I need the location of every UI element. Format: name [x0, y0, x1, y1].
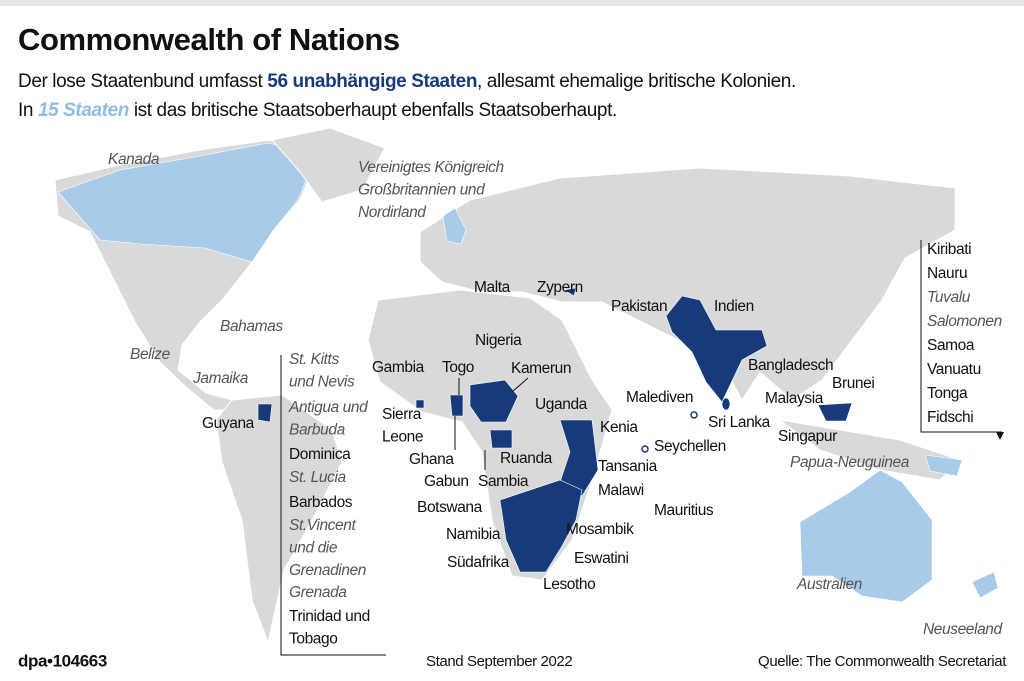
- member-label: Eswatini: [574, 550, 629, 567]
- member-label: Südafrika: [447, 554, 510, 571]
- realm-label: und die: [289, 540, 338, 557]
- text: Der lose Staatenbund umfasst: [18, 71, 267, 92]
- member-label: Kamerun: [511, 360, 571, 377]
- member-label: Lesotho: [543, 576, 595, 593]
- realm-label: Papua-Neuguinea: [790, 454, 910, 471]
- member-label: Uganda: [535, 396, 588, 413]
- member-label: Kiribati: [927, 241, 971, 258]
- realm-label: Tuvalu: [927, 289, 971, 306]
- member-label: Leone: [382, 429, 423, 446]
- realm-label: Grenadinen: [289, 562, 366, 579]
- member-label: Sri Lanka: [708, 414, 771, 431]
- realm-label: Kanada: [108, 151, 160, 168]
- realm-label: Neuseeland: [923, 621, 1004, 638]
- member-label: Ghana: [409, 451, 454, 468]
- member-label: Seychellen: [654, 438, 726, 455]
- agency-code: dpa•104663: [18, 651, 107, 670]
- member-label: Namibia: [446, 526, 501, 543]
- member-label: Nigeria: [475, 332, 522, 349]
- realm-label: Australien: [796, 576, 862, 593]
- member-label: Malaysia: [765, 390, 824, 407]
- realm-label: St. Lucia: [289, 469, 346, 486]
- member-label: Tansania: [598, 458, 658, 475]
- realm-label: St. Kitts: [289, 351, 339, 368]
- member-label: Ruanda: [500, 450, 553, 467]
- realm-label: Großbritannien und: [358, 182, 486, 199]
- member-label: Singapur: [778, 428, 837, 445]
- member-label: Vanuatu: [927, 361, 981, 378]
- realm-label: Bahamas: [220, 318, 283, 335]
- member-label: Guyana: [202, 415, 255, 432]
- title: Commonwealth of Nations: [18, 22, 400, 57]
- text: ist das britische Staatsoberhaupt ebenfa…: [129, 100, 617, 121]
- member-label: Botswana: [417, 499, 483, 516]
- realm-label: Jamaika: [192, 370, 249, 387]
- realm-label: St.Vincent: [289, 517, 356, 534]
- member-label: Tonga: [927, 385, 968, 402]
- leader-lines: [280, 240, 1004, 656]
- member-label: Trinidad und: [289, 608, 370, 625]
- realm-label: Antigua und: [288, 399, 369, 416]
- realm-label: Vereinigtes Königreich: [358, 159, 504, 176]
- member-label: Tobago: [289, 631, 337, 648]
- realm-label: Barbuda: [289, 422, 346, 439]
- member-label: Indien: [714, 298, 754, 315]
- realm-label: Belize: [130, 346, 171, 363]
- member-label: Mosambik: [566, 521, 634, 538]
- member-label: Gambia: [372, 359, 425, 376]
- member-label: Dominica: [289, 446, 351, 463]
- subtitle-line: In 15 Staaten ist das britische Staatsob…: [18, 100, 617, 121]
- member-label: Sambia: [478, 473, 529, 490]
- member-label: Kenia: [600, 419, 638, 436]
- member-label: Mauritius: [654, 502, 714, 519]
- realm-label: Salomonen: [927, 313, 1002, 330]
- top-bar: [0, 0, 1024, 6]
- realm-label: Grenada: [289, 584, 347, 601]
- member-label: Zypern: [537, 279, 583, 296]
- source: Quelle: The Commonwealth Secretariat: [758, 653, 1007, 670]
- member-label: Malediven: [626, 389, 693, 406]
- member-label: Gabun: [424, 473, 469, 490]
- realm-label: Nordirland: [358, 204, 427, 221]
- map: [54, 127, 999, 644]
- member-label: Nauru: [927, 265, 967, 282]
- text: , allesamt ehemalige britische Kolonien.: [477, 71, 796, 92]
- member-label: Togo: [442, 359, 474, 376]
- member-label: Bangladesch: [748, 357, 833, 374]
- member-label: Malawi: [598, 482, 644, 499]
- member-label: Samoa: [927, 337, 975, 354]
- text: In: [18, 100, 38, 121]
- member-label: Brunei: [832, 375, 874, 392]
- member-label: Barbados: [289, 494, 353, 511]
- member-label: Pakistan: [611, 298, 667, 315]
- realm-label: und Nevis: [289, 374, 355, 391]
- highlight: 56 unabhängige Staaten: [267, 71, 477, 92]
- member-label: Malta: [474, 279, 511, 296]
- labels: Malta Zypern Pakistan Indien Gambia TogoNiger…: [108, 151, 1004, 648]
- highlight: 15 Staaten: [38, 100, 129, 121]
- member-label: Fidschi: [927, 409, 973, 426]
- member-label: Sierra: [382, 406, 422, 423]
- subtitle-line: Der lose Staatenbund umfasst 56 unabhäng…: [18, 71, 796, 92]
- date-note: Stand September 2022: [426, 653, 572, 670]
